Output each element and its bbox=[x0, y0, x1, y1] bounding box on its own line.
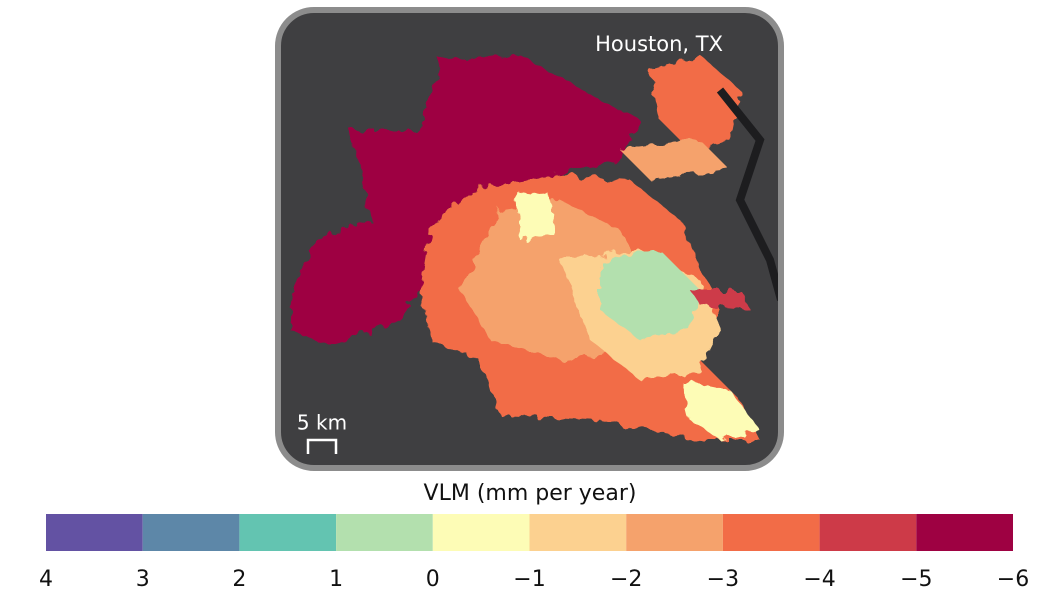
tick-label: −1 bbox=[513, 567, 545, 592]
colorbar-bin bbox=[916, 514, 1013, 551]
tick-label: −5 bbox=[900, 567, 932, 592]
tick-label: 1 bbox=[329, 567, 343, 592]
colorbar-bin bbox=[819, 514, 917, 551]
tick-label: −3 bbox=[707, 567, 739, 592]
scale-bar bbox=[306, 438, 338, 454]
map-frame bbox=[275, 7, 784, 471]
colorbar-bin bbox=[46, 514, 143, 551]
tick-label: 4 bbox=[39, 567, 53, 592]
tick-label: −4 bbox=[803, 567, 835, 592]
colorbar-bin bbox=[626, 514, 723, 551]
colorbar-bin bbox=[142, 514, 240, 551]
colorbar-bin bbox=[722, 514, 820, 551]
tick-label: 3 bbox=[136, 567, 150, 592]
tick-label: 0 bbox=[426, 567, 440, 592]
colorbar-bin bbox=[529, 514, 627, 551]
tick-label: 2 bbox=[232, 567, 246, 592]
scale-bar-label: 5 km bbox=[297, 411, 347, 435]
colorbar: 4 3 2 1 0 −1 −2 −3 −4 −5 −6 bbox=[39, 514, 1029, 592]
colorbar-label: VLM (mm per year) bbox=[424, 481, 637, 506]
map-title: Houston, TX bbox=[595, 32, 723, 56]
vlm-overlay bbox=[290, 55, 760, 440]
tick-label: −2 bbox=[610, 567, 642, 592]
colorbar-bin bbox=[336, 514, 433, 551]
tick-label: −6 bbox=[997, 567, 1029, 592]
colorbar-bin bbox=[432, 514, 530, 551]
colorbar-bin bbox=[239, 514, 337, 551]
map bbox=[278, 10, 781, 468]
